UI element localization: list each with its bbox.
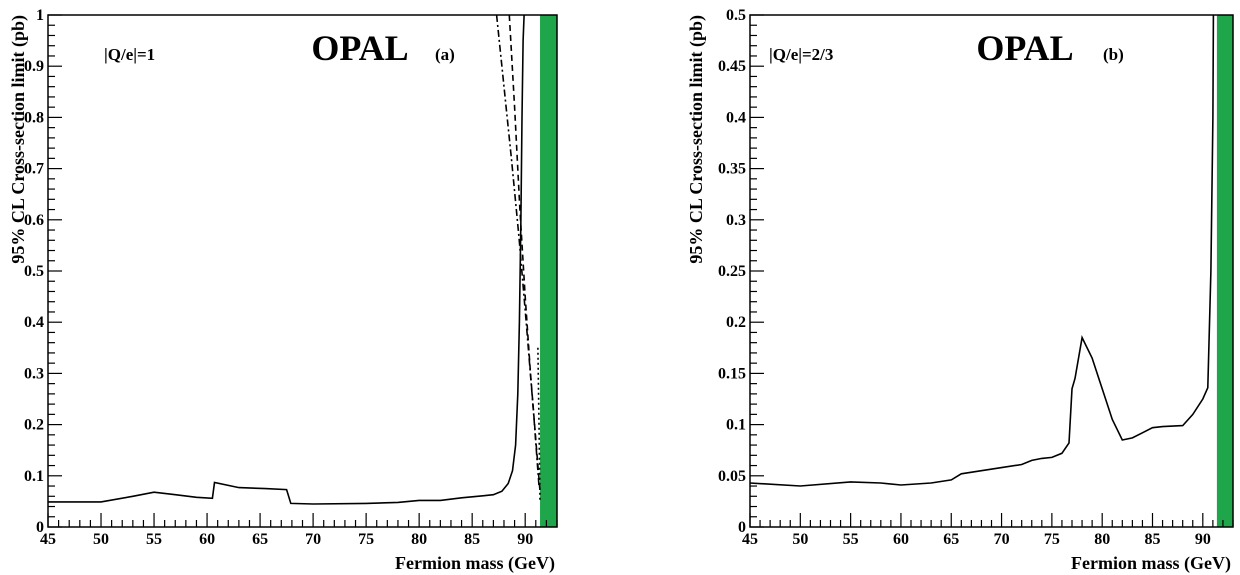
- y-tick-label: 0.6: [24, 212, 44, 229]
- x-tick-label: 80: [411, 531, 427, 548]
- series-line-dotted: [537, 347, 541, 502]
- x-tick-label: 75: [1044, 531, 1060, 548]
- y-tick-label: 0.9: [24, 58, 44, 75]
- series-group: [750, 15, 1215, 487]
- x-tick-label: 65: [943, 531, 959, 548]
- series-group: [48, 15, 541, 505]
- y-axis-ticks: 0 0.1 0.2 0.3 0.4 0.5 0.6 0.7 0.8 0.9 1: [24, 7, 62, 536]
- x-tick-label: 60: [199, 531, 215, 548]
- y-tick-label: 0.45: [718, 58, 746, 75]
- y-tick-label: 0.4: [24, 314, 44, 331]
- x-tick-label: 55: [146, 531, 162, 548]
- y-axis-label: 95% CL Cross-section limit (pb): [686, 15, 707, 264]
- y-tick-label: 0.7: [24, 161, 44, 178]
- y-tick-label: 0.2: [726, 314, 746, 331]
- y-tick-label: 0.1: [24, 468, 44, 485]
- y-tick-label: 0.3: [24, 365, 44, 382]
- x-tick-label: 65: [252, 531, 268, 548]
- y-tick-label: 0.25: [718, 263, 746, 280]
- panel-label: (b): [1103, 45, 1124, 64]
- chart-panel-b: 45 50 55 60 65 70 75 80 85 90 0 0.05 0.1 0.15 0.2 0.25…: [686, 7, 1234, 574]
- excluded-band-rect: [1216, 15, 1233, 527]
- x-tick-label: 70: [994, 531, 1010, 548]
- chart-title: OPAL: [976, 28, 1073, 68]
- x-tick-label: 45: [742, 531, 758, 548]
- x-tick-label: 85: [1145, 531, 1161, 548]
- y-tick-label: 0.15: [718, 365, 746, 382]
- series-line-dashdot: [495, 15, 540, 487]
- x-tick-label: 70: [305, 531, 321, 548]
- x-tick-label: 60: [893, 531, 909, 548]
- x-tick-label: 75: [358, 531, 374, 548]
- chart-title: OPAL: [311, 28, 408, 68]
- x-axis-ticks: 45 50 55 60 65 70 75 80 85 90: [40, 513, 558, 548]
- x-axis-label: Fermion mass (GeV): [1071, 553, 1231, 574]
- y-tick-label: 0.4: [726, 109, 746, 126]
- chart-panel-a: 45 50 55 60 65 70 75 80 85 90 0 0.1 0.2 0.3 0.4 0.5 0.6…: [8, 7, 558, 574]
- y-tick-label: 0.35: [718, 161, 746, 178]
- excluded-band-rect: [540, 15, 557, 527]
- y-tick-label: 0: [738, 519, 746, 536]
- charge-label: |Q/e|=1: [104, 45, 155, 64]
- y-tick-label: 1: [36, 7, 44, 24]
- y-tick-label: 0.3: [726, 212, 746, 229]
- y-tick-label: 0.1: [726, 417, 746, 434]
- x-tick-label: 90: [1195, 531, 1211, 548]
- y-axis-ticks: 0 0.05 0.1 0.15 0.2 0.25 0.3 0.35 0.4 0.45 0.5: [718, 7, 764, 536]
- y-tick-label: 0: [36, 519, 44, 536]
- x-tick-label: 90: [517, 531, 533, 548]
- plot-frame: [749, 14, 1234, 528]
- series-line-dashed: [508, 15, 541, 492]
- x-tick-label: 45: [40, 531, 56, 548]
- excluded-region-band: [540, 15, 557, 527]
- y-tick-label: 0.5: [726, 7, 746, 24]
- x-tick-label: 50: [792, 531, 808, 548]
- x-axis-ticks: 45 50 55 60 65 70 75 80 85 90: [742, 513, 1234, 548]
- plot-frame: [47, 14, 558, 528]
- y-tick-label: 0.2: [24, 417, 44, 434]
- series-line-solid: [48, 15, 526, 505]
- x-tick-label: 80: [1094, 531, 1110, 548]
- x-tick-label: 85: [464, 531, 480, 548]
- y-tick-label: 0.5: [24, 263, 44, 280]
- x-axis-label: Fermion mass (GeV): [395, 553, 555, 574]
- y-axis-label: 95% CL Cross-section limit (pb): [8, 15, 29, 264]
- excluded-region-band: [1216, 15, 1233, 527]
- x-tick-label: 50: [93, 531, 109, 548]
- series-line-solid: [750, 15, 1215, 487]
- y-tick-label: 0.8: [24, 109, 44, 126]
- panel-label: (a): [435, 45, 455, 64]
- y-tick-label: 0.05: [718, 468, 746, 485]
- charge-label: |Q/e|=2/3: [769, 45, 833, 64]
- x-tick-label: 55: [843, 531, 859, 548]
